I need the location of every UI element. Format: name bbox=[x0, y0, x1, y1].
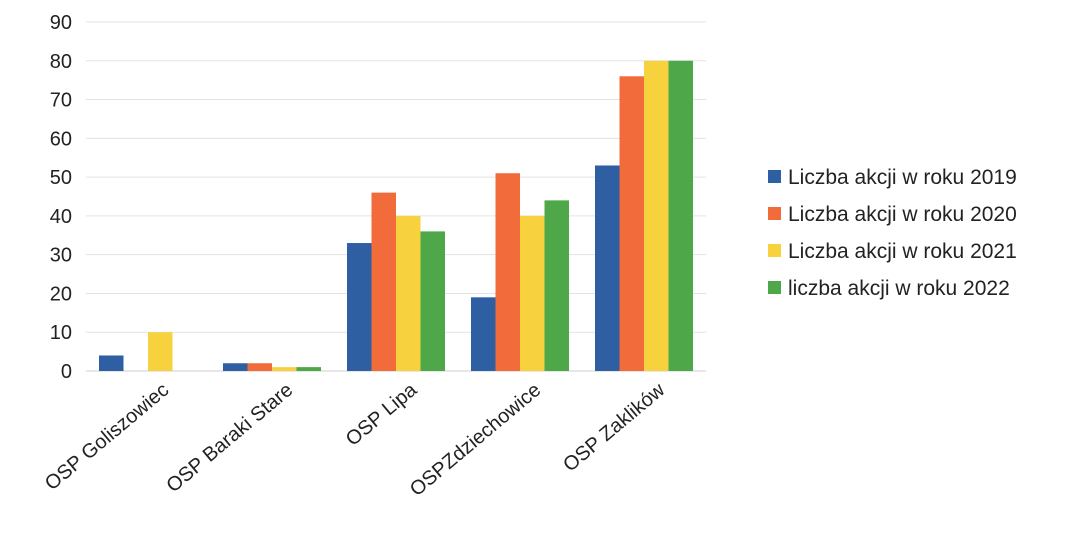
y-tick-label: 10 bbox=[50, 322, 72, 344]
y-tick-label: 40 bbox=[50, 206, 72, 228]
legend-swatch bbox=[768, 244, 781, 257]
y-tick-label: 60 bbox=[50, 128, 72, 150]
x-category-label: OSP Baraki Stare bbox=[162, 379, 297, 497]
bar bbox=[420, 231, 445, 371]
bar bbox=[347, 243, 372, 371]
bar bbox=[296, 367, 321, 371]
bar bbox=[644, 60, 669, 372]
bars bbox=[99, 60, 693, 372]
legend-entry: Liczba akcji w roku 2021 bbox=[788, 240, 1017, 263]
x-category-label: OSPZdziechowice bbox=[406, 379, 545, 501]
y-tick-label: 50 bbox=[50, 167, 72, 189]
bar bbox=[495, 173, 520, 371]
bar bbox=[544, 200, 569, 371]
y-tick-label: 0 bbox=[61, 361, 72, 383]
bar bbox=[396, 215, 421, 371]
bar bbox=[668, 60, 693, 372]
bar bbox=[595, 165, 620, 371]
y-tick-label: 90 bbox=[50, 12, 72, 34]
bar bbox=[371, 192, 396, 371]
y-tick-label: 20 bbox=[50, 283, 72, 305]
legend-swatch bbox=[768, 207, 781, 220]
bar bbox=[471, 297, 496, 371]
bar bbox=[520, 215, 545, 371]
bar bbox=[223, 363, 248, 371]
x-category-label: OSP Zaklików bbox=[559, 379, 669, 477]
bar bbox=[148, 332, 173, 371]
bar bbox=[247, 363, 272, 371]
bar bbox=[272, 367, 297, 371]
legend-swatch bbox=[768, 281, 781, 294]
x-category-label: OSP Lipa bbox=[342, 378, 422, 450]
y-tick-label: 70 bbox=[50, 90, 72, 112]
legend-entry: Liczba akcji w roku 2020 bbox=[788, 203, 1017, 226]
y-axis-ticks: 0 10 20 30 40 50 60 70 80 90 bbox=[50, 12, 72, 383]
legend-entry: liczba akcji w roku 2022 bbox=[788, 277, 1010, 300]
legend: Liczba akcji w roku 2019 Liczba akcji w r… bbox=[768, 166, 1017, 300]
bar bbox=[619, 76, 644, 372]
x-category-label: OSP Goliszowiec bbox=[41, 379, 173, 495]
y-tick-label: 30 bbox=[50, 245, 72, 267]
legend-swatch bbox=[768, 170, 781, 183]
bar bbox=[99, 355, 124, 371]
y-tick-label: 80 bbox=[50, 51, 72, 73]
legend-entry: Liczba akcji w roku 2019 bbox=[788, 166, 1017, 189]
